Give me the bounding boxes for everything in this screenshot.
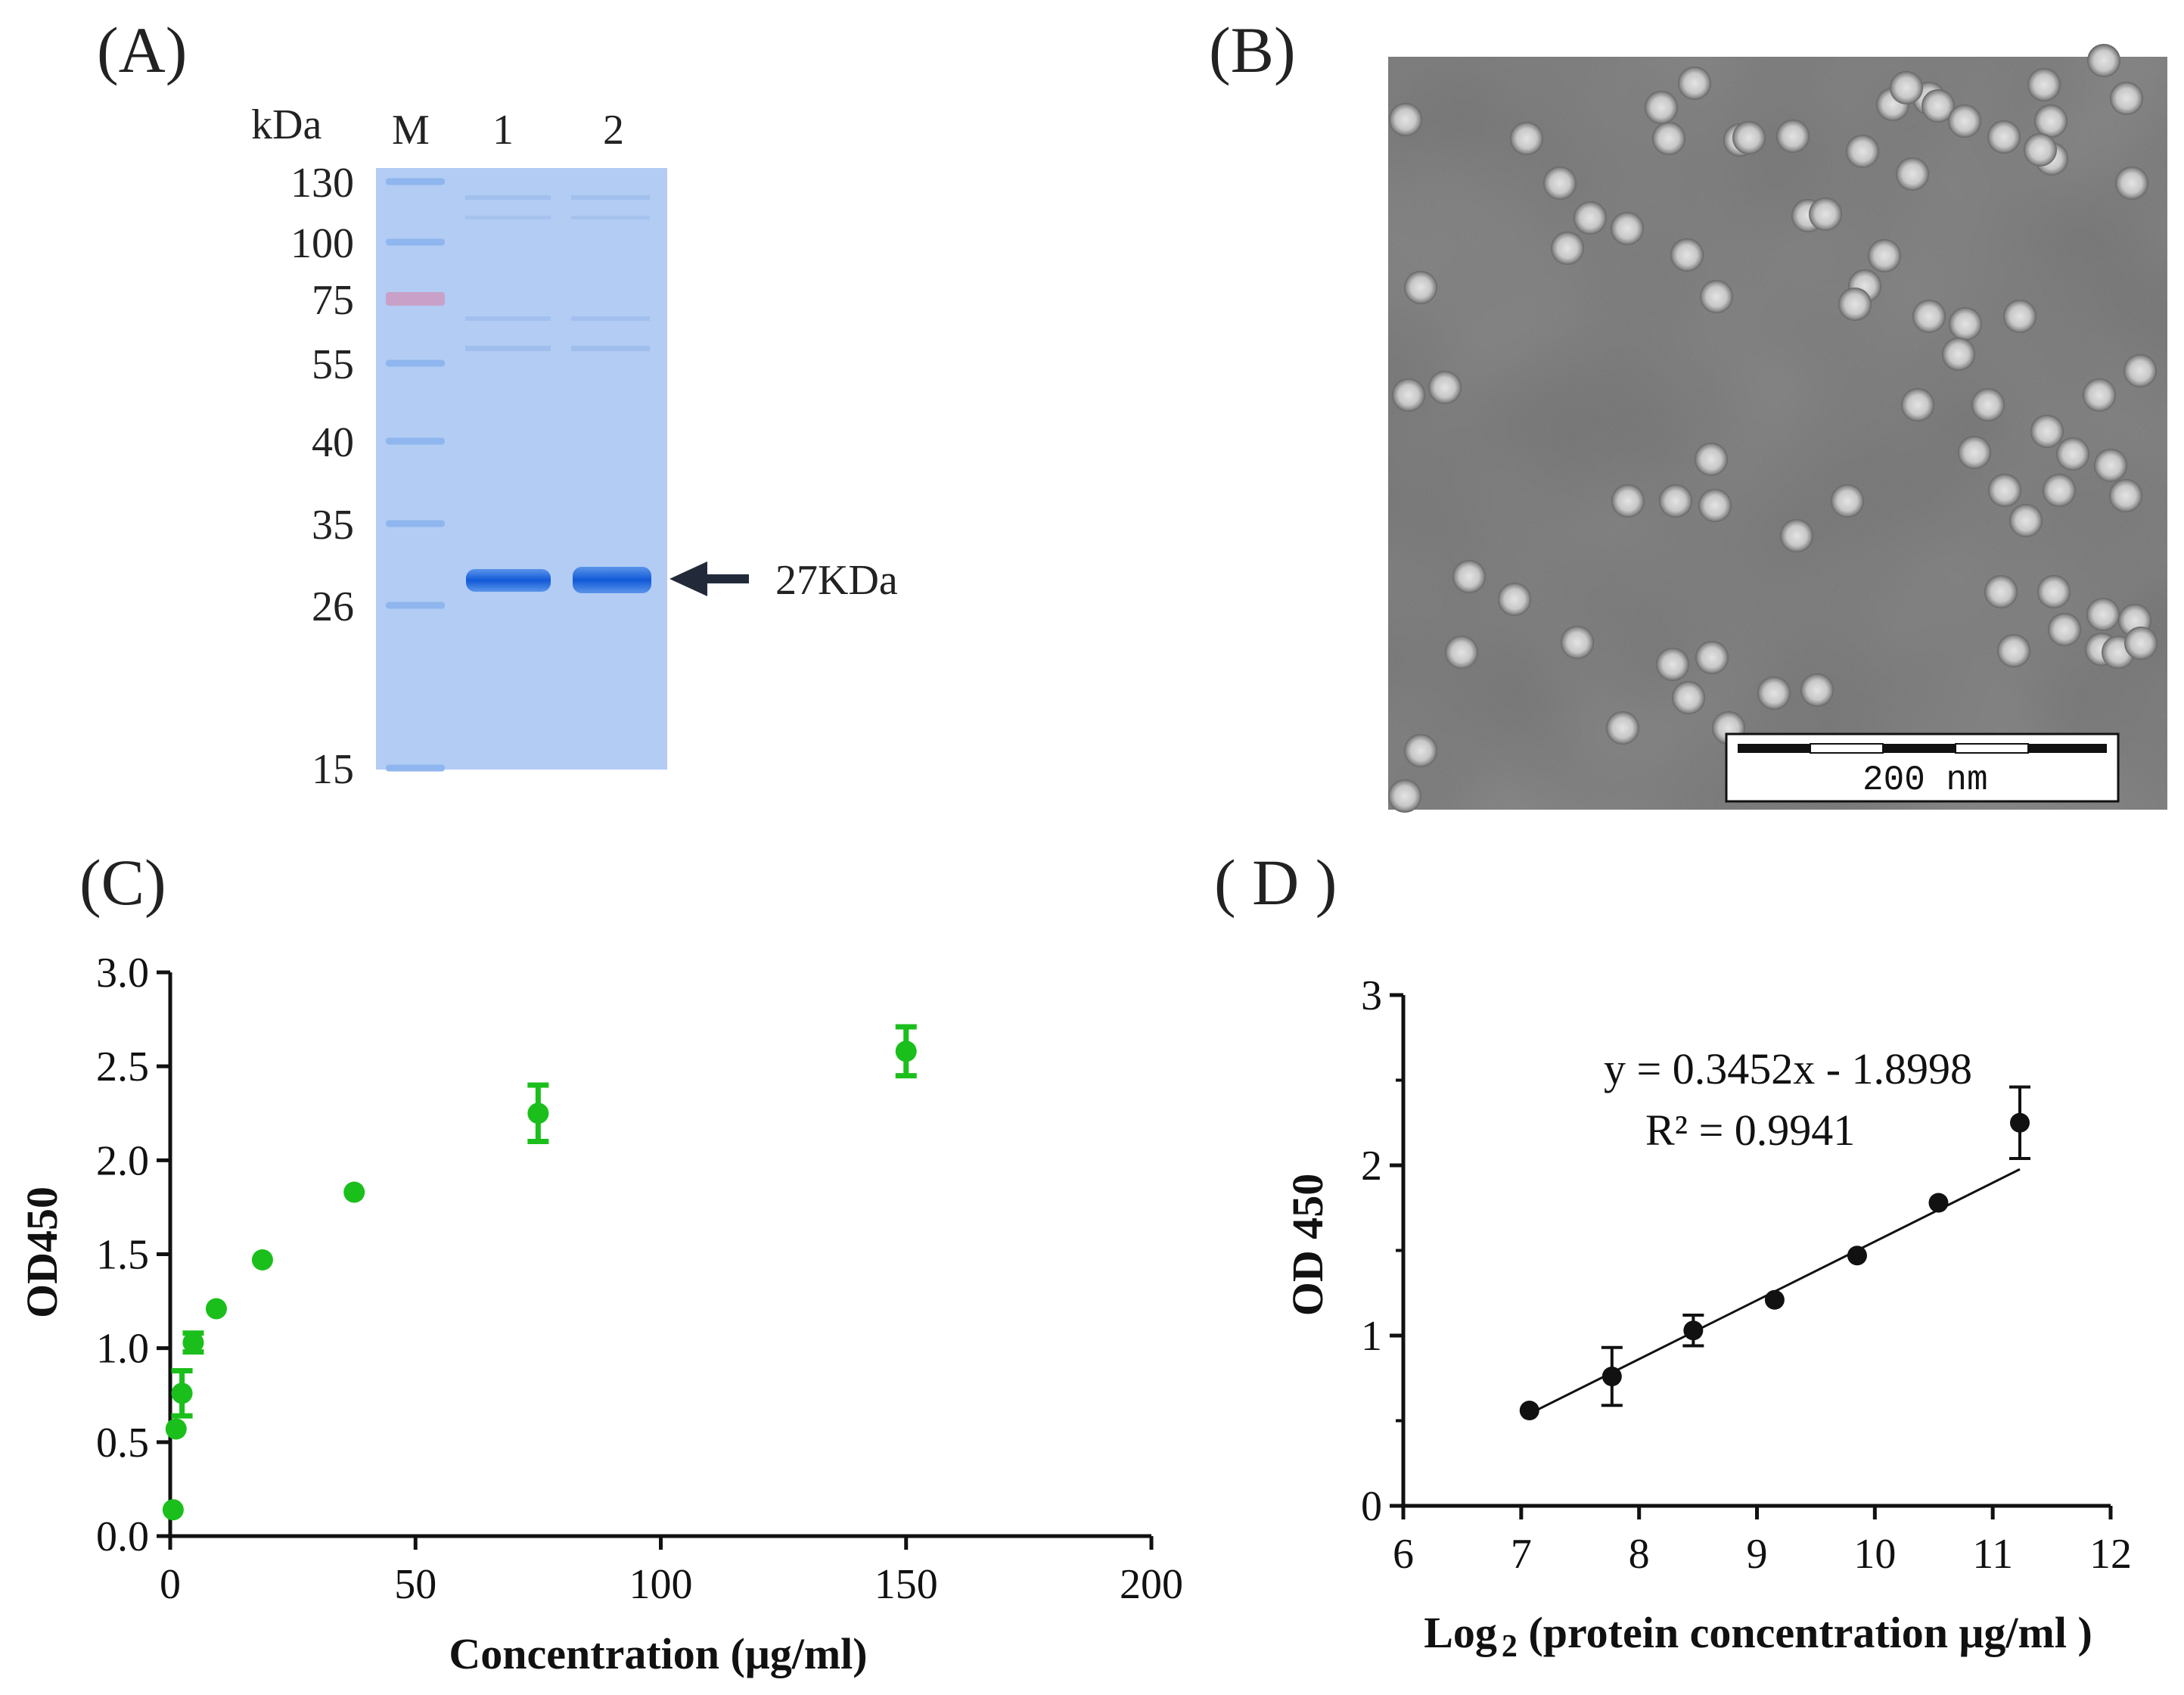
chart-c-y-tick-label: 0.5 [96, 1420, 149, 1466]
gel-marker-label: 15 [312, 746, 354, 793]
chart-d-x-tick-label: 10 [1853, 1531, 1896, 1578]
chart-c-data-point [343, 1181, 365, 1203]
chart-d-xlabel: Log 2 (protein concentration μg/ml ) [1424, 1608, 2092, 1664]
gel-shading [376, 168, 667, 770]
scale-bar-label: 200 nm [1862, 760, 1988, 800]
chart-c-y-tick-label: 2.0 [96, 1137, 149, 1184]
chart-d-data-point [1928, 1193, 1949, 1213]
chart-d-xlabel-sub: 2 [1502, 1629, 1518, 1664]
chart-d-x-tick-label: 12 [2089, 1531, 2132, 1578]
chart-d-y-tick-label: 3 [1361, 972, 1382, 1019]
gel-panel: kDa M 1 2 130 100 75 55 40 35 26 15 27KDa [251, 101, 898, 793]
chart-c-y-tick-label: 0.0 [96, 1513, 149, 1560]
chart-c-xlabel: Concentration (μg/ml) [449, 1629, 867, 1678]
chart-c-data-point [205, 1298, 227, 1320]
gel-faint-bands [465, 195, 650, 351]
gel-ladder-band [386, 178, 445, 185]
chart-c-data-point [182, 1332, 204, 1354]
chart-d-x-tick-label: 6 [1393, 1531, 1414, 1578]
chart-d-y-tick-label: 2 [1361, 1143, 1382, 1190]
chart-c-x-tick-label: 50 [394, 1561, 436, 1608]
panel-label-c: (C) [79, 846, 166, 919]
chart-c-data-point [171, 1382, 193, 1404]
band-arrow-icon [669, 561, 749, 596]
chart-d-data-point [1601, 1367, 1622, 1386]
gel-ladder-band [386, 437, 445, 445]
gel-ladder-band [386, 292, 445, 306]
panel-label-b: (B) [1209, 14, 1296, 86]
chart-c-ylabel: OD450 [17, 1186, 67, 1318]
chart-d-y-tick-label: 1 [1361, 1313, 1382, 1360]
chart-c-y-tick-label: 1.0 [96, 1326, 149, 1373]
gel-band-label: 27KDa [775, 557, 898, 604]
chart-d-data-point [1764, 1289, 1785, 1310]
chart-c-y-tick-label: 2.5 [96, 1043, 149, 1090]
gel-marker-label: 26 [312, 583, 354, 630]
chart-c-y-tick-label: 1.5 [96, 1232, 149, 1279]
chart-d-data-point [1683, 1320, 1704, 1341]
gel-marker-label: 75 [312, 277, 354, 324]
chart-d-equation: y = 0.3452x - 1.8998 [1604, 1044, 1972, 1093]
gel-band-lane-2 [573, 567, 651, 593]
gel-lane-label-m: M [392, 107, 430, 154]
chart-d-r-squared: R² = 0.9941 [1645, 1106, 1855, 1155]
gel-ladder-band [386, 764, 445, 772]
chart-d-ylabel: OD 450 [1283, 1174, 1332, 1317]
gel-ladder-band [386, 359, 445, 367]
chart-c: 0 50 100 150 200 0.0 0.5 1.0 1.5 2.0 2.5 3.0 Concen… [17, 950, 1183, 1678]
chart-c-data-point [895, 1040, 917, 1062]
gel-band-lane-1 [466, 569, 551, 592]
chart-c-x-tick-label: 0 [160, 1561, 181, 1608]
gel-marker-label: 35 [312, 502, 354, 549]
chart-d-x-tick-label: 11 [1972, 1531, 2013, 1578]
chart-c-x-tick-label: 200 [1120, 1561, 1183, 1608]
chart-d-x-tick-label: 9 [1747, 1531, 1768, 1578]
chart-d-x-tick-label: 8 [1629, 1531, 1650, 1578]
chart-c-data-point [165, 1418, 187, 1440]
panel-label-d: ( D ) [1214, 846, 1337, 919]
tem-panel: 200 nm [1388, 44, 2167, 813]
gel-lane-label-2: 2 [603, 107, 624, 154]
gel-ladder-band [386, 238, 445, 246]
gel-marker-label: 40 [312, 419, 354, 466]
chart-c-data-point [527, 1103, 549, 1124]
panel-label-a: (A) [97, 14, 187, 86]
chart-d-xlabel-main: Log [1424, 1608, 1497, 1657]
chart-d-data-point [2010, 1112, 2030, 1133]
gel-unit-label: kDa [251, 101, 322, 148]
chart-d-xlabel-rest: (protein concentration μg/ml ) [1518, 1608, 2092, 1657]
gel-background [376, 168, 667, 770]
gel-marker-label: 130 [290, 160, 354, 207]
chart-d-data-point [1519, 1401, 1539, 1420]
gel-marker-label: 55 [312, 341, 354, 388]
gel-ladder-band [386, 602, 445, 609]
chart-c-x-tick-label: 150 [875, 1561, 938, 1608]
scale-bar: 200 nm [1725, 732, 2120, 803]
gel-lane-label-1: 1 [492, 107, 514, 154]
chart-c-y-tick-label: 3.0 [96, 950, 149, 997]
chart-d-y-tick-label: 0 [1361, 1483, 1382, 1530]
chart-c-data-point [162, 1499, 184, 1521]
gel-marker-label: 100 [290, 220, 354, 267]
chart-c-x-tick-label: 100 [629, 1561, 693, 1608]
gel-ladder-band [386, 520, 445, 527]
chart-d-x-tick-label: 7 [1511, 1531, 1532, 1578]
chart-d-data-point [1847, 1246, 1867, 1266]
chart-c-data-point [251, 1249, 273, 1270]
